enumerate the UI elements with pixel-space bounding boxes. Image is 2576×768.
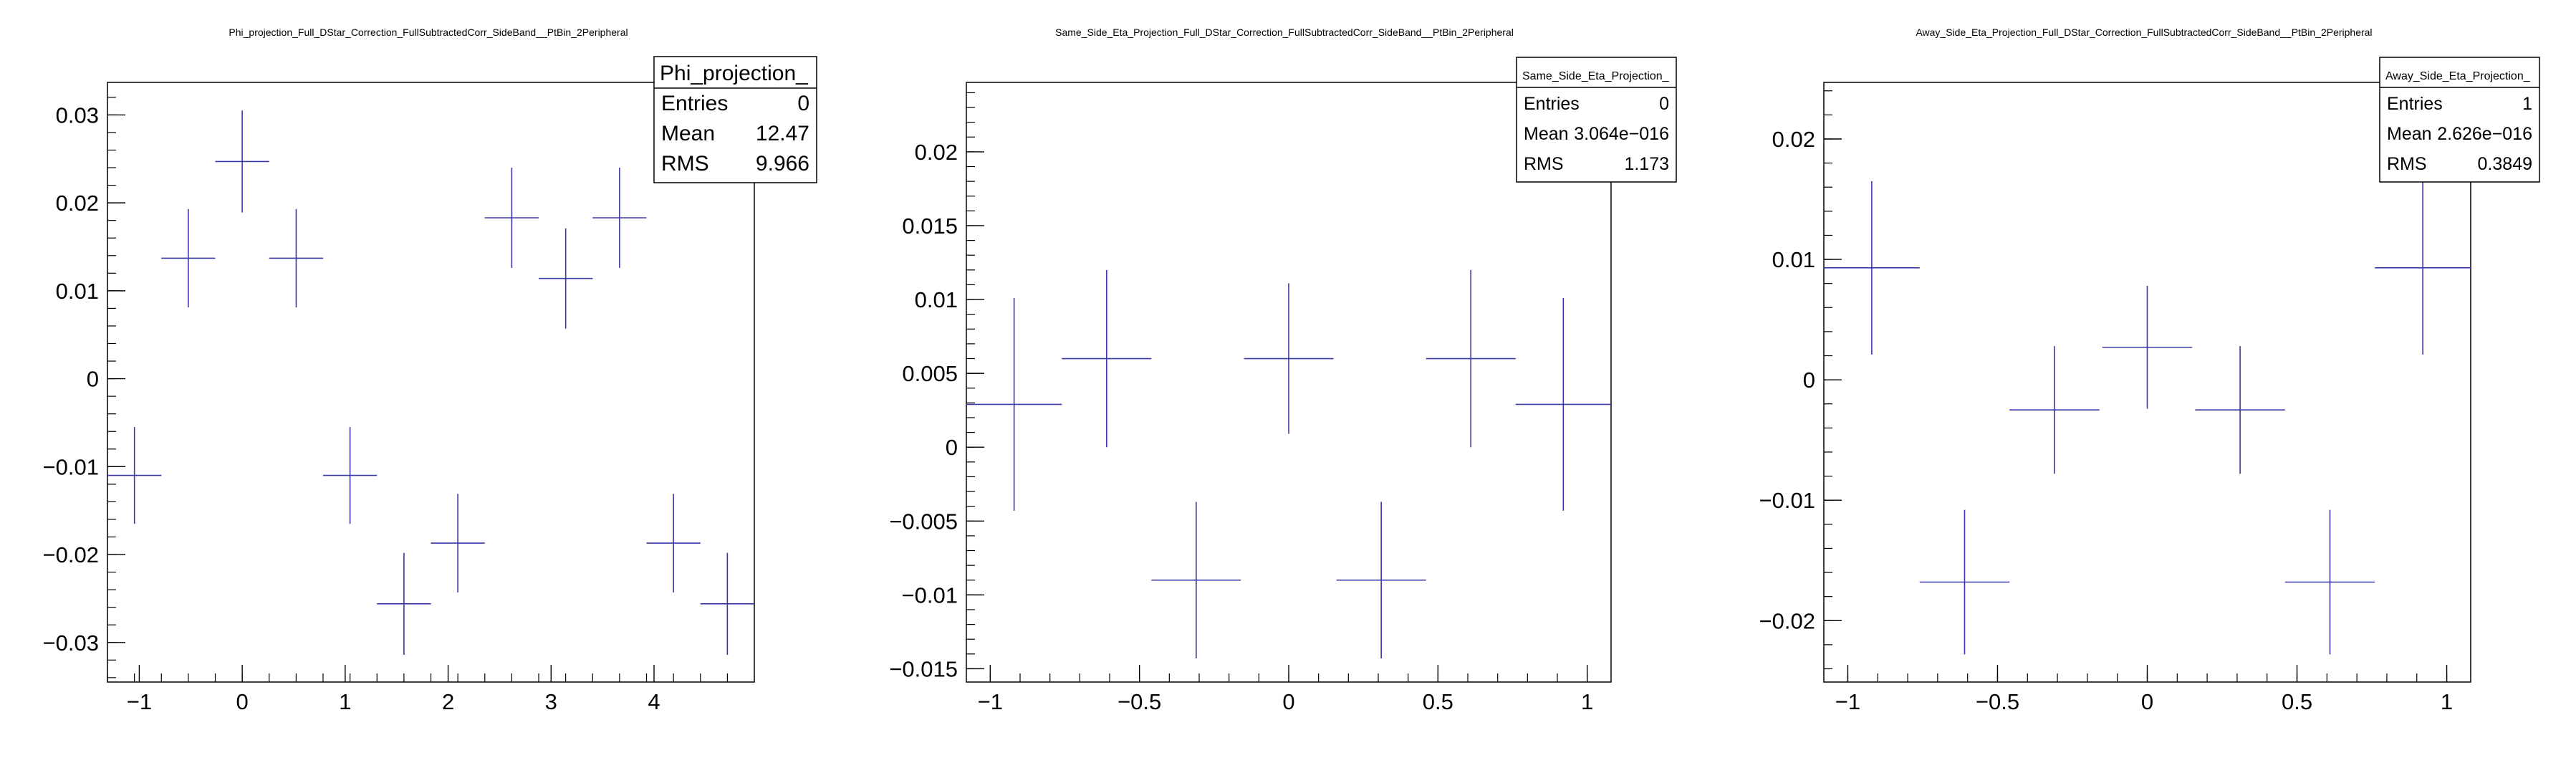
x-tick-label: 3 — [545, 689, 557, 714]
stats-label: RMS — [2387, 154, 2427, 174]
stats-value: 1.173 — [1624, 154, 1669, 174]
chart-pad-1: Phi_projection_Full_DStar_Correction_Ful… — [43, 27, 817, 714]
stats-value: 1 — [2522, 94, 2532, 114]
data-point — [1824, 181, 1920, 355]
data-point — [539, 228, 593, 329]
y-tick-label: 0.005 — [902, 361, 958, 386]
stats-box-frame — [2379, 57, 2540, 183]
y-tick-label: 0.015 — [902, 213, 958, 239]
stats-box-frame — [1516, 57, 1677, 183]
y-tick-label: −0.01 — [902, 582, 958, 608]
stats-box-frame — [653, 56, 817, 183]
y-tick-label: −0.01 — [1759, 488, 1815, 513]
data-point — [1151, 501, 1241, 659]
x-tick-label: 0 — [1282, 689, 1294, 714]
data-point — [484, 168, 539, 268]
data-point — [1244, 283, 1334, 434]
x-tick-label: 0.5 — [2282, 689, 2312, 714]
y-tick-label: −0.015 — [889, 656, 958, 681]
y-tick-label: −0.02 — [43, 542, 99, 567]
stats-box: Same_Side_Eta_Projection_ Entries 0 Mean 3.0… — [1516, 57, 1677, 183]
stats-label: Entries — [2387, 94, 2443, 114]
y-tick-label: 0.02 — [1772, 127, 1815, 152]
y-tick-label: 0.03 — [56, 102, 99, 128]
y-tick-label: −0.01 — [43, 454, 99, 479]
y-tick-label: 0.02 — [56, 191, 99, 216]
stats-value: 2.626e−016 — [2437, 124, 2532, 144]
stats-value: 0 — [797, 92, 809, 115]
chart-pad-2: Same_Side_Eta_Projection_Full_DStar_Corr… — [889, 27, 1677, 714]
x-tick-label: −1 — [127, 689, 152, 714]
data-point — [1062, 269, 1152, 448]
stats-label: RMS — [661, 152, 709, 176]
stats-label: Mean — [2387, 124, 2432, 144]
y-tick-label: 0 — [1803, 368, 1815, 393]
stats-value: 12.47 — [756, 122, 809, 145]
stats-value: 0 — [1659, 94, 1669, 114]
data-point — [1919, 509, 2010, 655]
data-point — [1515, 297, 1611, 511]
stats-value: 9.966 — [756, 152, 809, 176]
x-tick-label: 4 — [648, 689, 660, 714]
x-tick-label: −0.5 — [1118, 689, 1161, 714]
x-tick-label: 2 — [442, 689, 454, 714]
stats-value: 0.3849 — [2478, 154, 2532, 174]
stats-box: Away_Side_Eta_Projection_ Entries 1 Mean 2.6… — [2379, 57, 2540, 183]
data-point — [161, 208, 216, 308]
y-tick-label: 0.01 — [915, 287, 958, 312]
chart-pad-3: Away_Side_Eta_Projection_Full_DStar_Corr… — [1759, 27, 2540, 714]
stats-label: RMS — [1524, 154, 1564, 174]
data-point — [592, 168, 647, 268]
data-point — [322, 427, 378, 524]
x-tick-label: 0 — [236, 689, 249, 714]
chart-title: Same_Side_Eta_Projection_Full_DStar_Corr… — [1055, 27, 1514, 38]
data-point — [1336, 501, 1426, 659]
x-tick-label: 1 — [1581, 689, 1593, 714]
data-point — [107, 427, 162, 524]
data-point — [700, 552, 754, 655]
x-tick-label: −1 — [978, 689, 1003, 714]
stats-box: Phi_projection_ Entries 0 Mean 12.47 RMS 9.966 — [653, 56, 817, 183]
stats-name: Away_Side_Eta_Projection_ — [2385, 70, 2531, 82]
y-tick-label: −0.005 — [889, 509, 958, 534]
x-tick-label: 1 — [2441, 689, 2453, 714]
y-tick-label: 0 — [87, 367, 99, 392]
data-point — [2375, 181, 2471, 355]
data-point — [966, 297, 1062, 511]
y-tick-label: −0.02 — [1759, 608, 1815, 633]
data-point — [377, 552, 431, 655]
x-tick-label: 0 — [2141, 689, 2153, 714]
data-point — [2009, 346, 2100, 474]
stats-label: Entries — [1524, 94, 1580, 114]
x-tick-label: 0.5 — [1423, 689, 1453, 714]
stats-label: Entries — [661, 92, 728, 115]
data-point — [2102, 286, 2193, 409]
stats-value: 3.064e−016 — [1574, 124, 1669, 144]
y-tick-label: 0.01 — [56, 279, 99, 304]
stats-name: Same_Side_Eta_Projection_ — [1522, 70, 1670, 82]
data-point — [646, 494, 701, 592]
chart-title: Away_Side_Eta_Projection_Full_DStar_Corr… — [1916, 27, 2372, 38]
data-point — [215, 110, 269, 213]
x-tick-label: 1 — [339, 689, 351, 714]
data-point — [1426, 269, 1516, 448]
stats-name: Phi_projection_ — [660, 62, 809, 85]
data-point — [2284, 509, 2375, 655]
x-tick-label: −1 — [1835, 689, 1860, 714]
y-tick-label: −0.03 — [43, 630, 99, 656]
stats-label: Mean — [661, 122, 715, 145]
y-tick-label: 0.02 — [915, 140, 958, 165]
data-point — [269, 208, 324, 308]
y-tick-label: 0 — [946, 435, 958, 460]
stats-label: Mean — [1524, 124, 1569, 144]
data-point — [431, 494, 485, 592]
y-tick-label: 0.01 — [1772, 247, 1815, 272]
x-tick-label: −0.5 — [1976, 689, 2019, 714]
chart-title: Phi_projection_Full_DStar_Correction_Ful… — [229, 27, 628, 38]
data-point — [2195, 346, 2285, 474]
